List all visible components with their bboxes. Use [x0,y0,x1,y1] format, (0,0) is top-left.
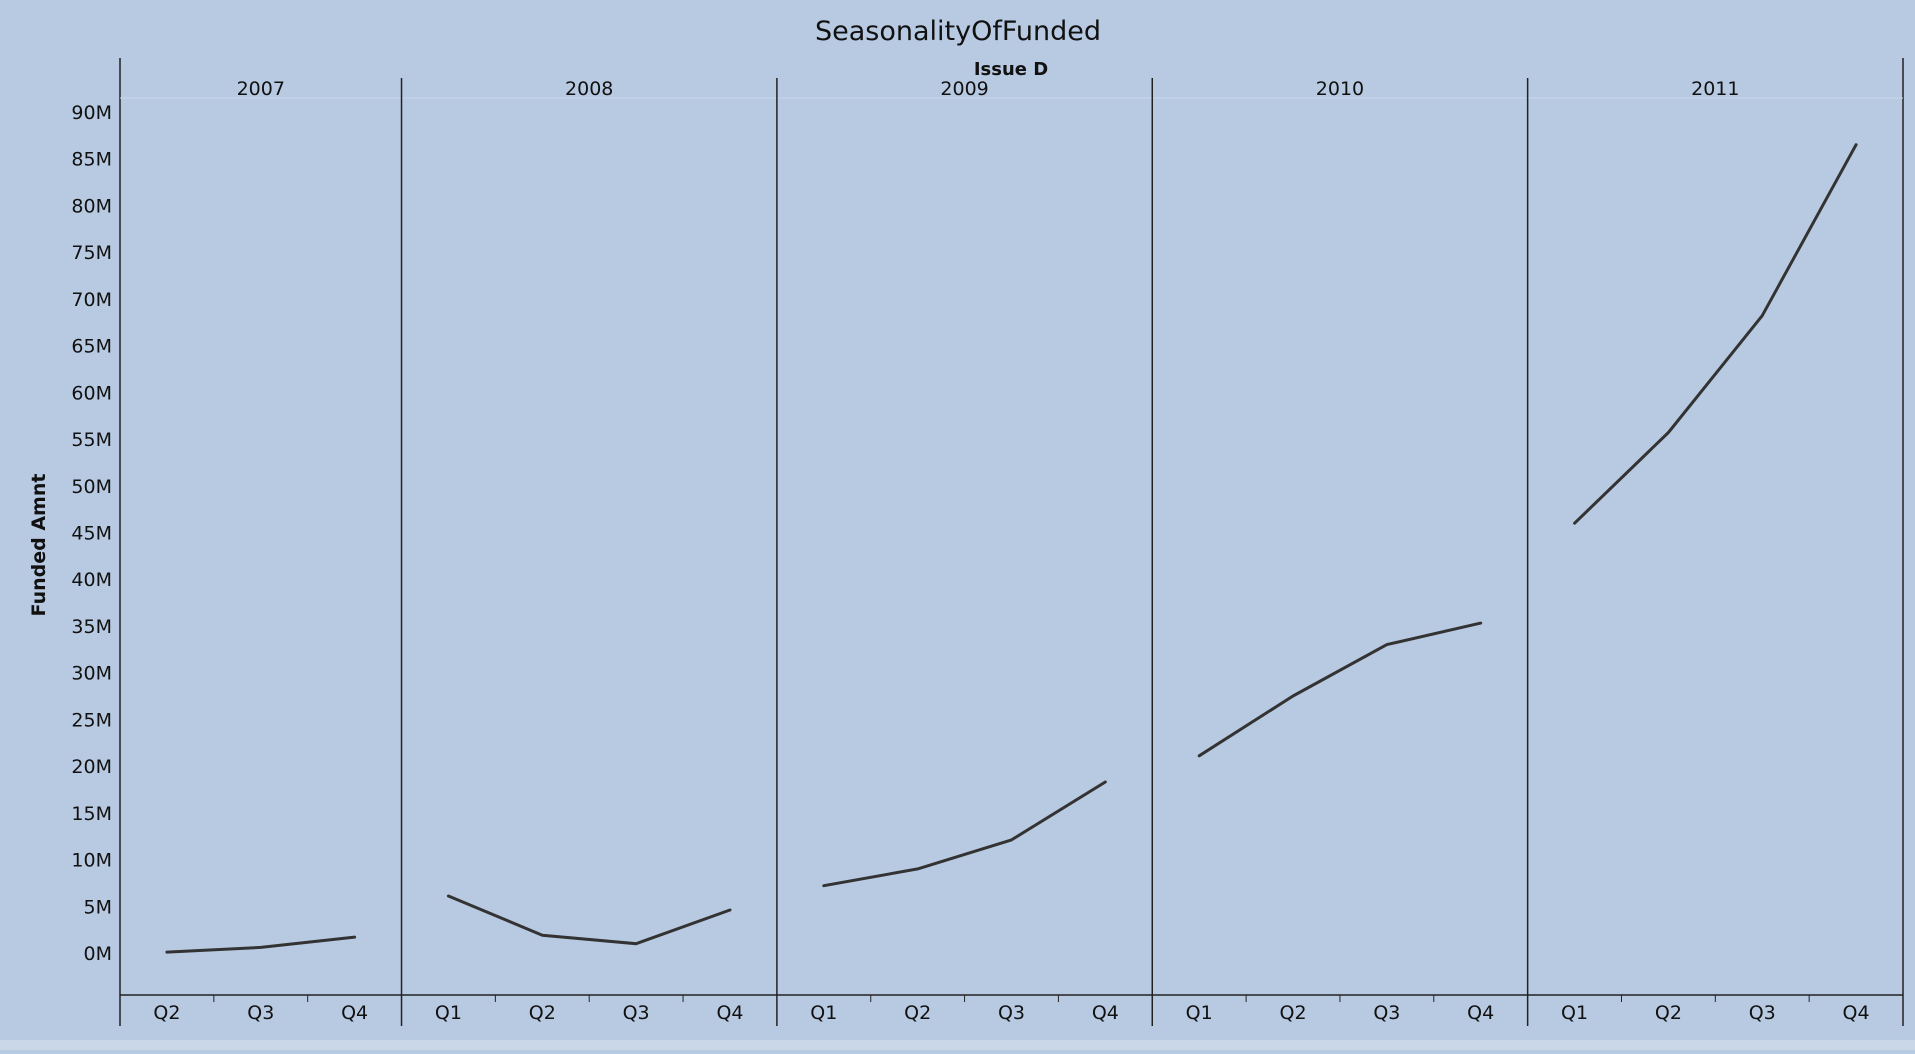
column-header-title: Issue D [974,59,1048,80]
quarter-tick-label: Q3 [1749,1002,1776,1024]
year-label: 2010 [1316,78,1364,100]
quarter-tick-label: Q4 [341,1002,368,1024]
quarter-tick-label: Q1 [1186,1002,1213,1024]
year-label: 2007 [237,78,285,100]
quarter-tick-label: Q2 [904,1002,931,1024]
quarter-tick-label: Q1 [810,1002,837,1024]
year-label: 2009 [940,78,988,100]
y-tick-label: 65M [71,336,112,358]
year-label: 2008 [565,78,613,100]
quarter-tick-label: Q1 [1561,1002,1588,1024]
quarter-tick-label: Q2 [153,1002,180,1024]
y-tick-label: 10M [71,850,112,872]
y-tick-label: 80M [71,195,112,217]
y-tick-label: 45M [71,523,112,545]
y-tick-label: 75M [71,242,112,264]
y-tick-label: 30M [71,663,112,685]
y-axis-title: Funded Amnt [28,474,50,617]
y-tick-label: 20M [71,756,112,778]
quarter-tick-label: Q4 [1843,1002,1870,1024]
quarter-tick-label: Q3 [998,1002,1025,1024]
y-tick-label: 0M [84,943,112,965]
quarter-tick-label: Q2 [1655,1002,1682,1024]
y-tick-label: 90M [71,102,112,124]
quarter-tick-label: Q4 [1467,1002,1494,1024]
quarter-tick-label: Q4 [1092,1002,1119,1024]
y-tick-label: 25M [71,709,112,731]
quarter-tick-label: Q2 [529,1002,556,1024]
y-tick-label: 50M [71,476,112,498]
y-tick-label: 85M [71,149,112,171]
y-tick-label: 60M [71,382,112,404]
y-tick-label: 5M [84,896,112,918]
y-tick-label: 70M [71,289,112,311]
y-tick-label: 55M [71,429,112,451]
quarter-tick-label: Q4 [716,1002,743,1024]
quarter-tick-label: Q2 [1280,1002,1307,1024]
y-tick-label: 35M [71,616,112,638]
chart-title: SeasonalityOfFunded [815,16,1101,47]
quarter-tick-label: Q3 [1373,1002,1400,1024]
year-label: 2011 [1691,78,1739,100]
quarter-tick-label: Q1 [435,1002,462,1024]
bottom-strip [0,1040,1915,1050]
quarter-tick-label: Q3 [247,1002,274,1024]
y-tick-label: 15M [71,803,112,825]
y-tick-label: 40M [71,569,112,591]
quarter-tick-label: Q3 [623,1002,650,1024]
